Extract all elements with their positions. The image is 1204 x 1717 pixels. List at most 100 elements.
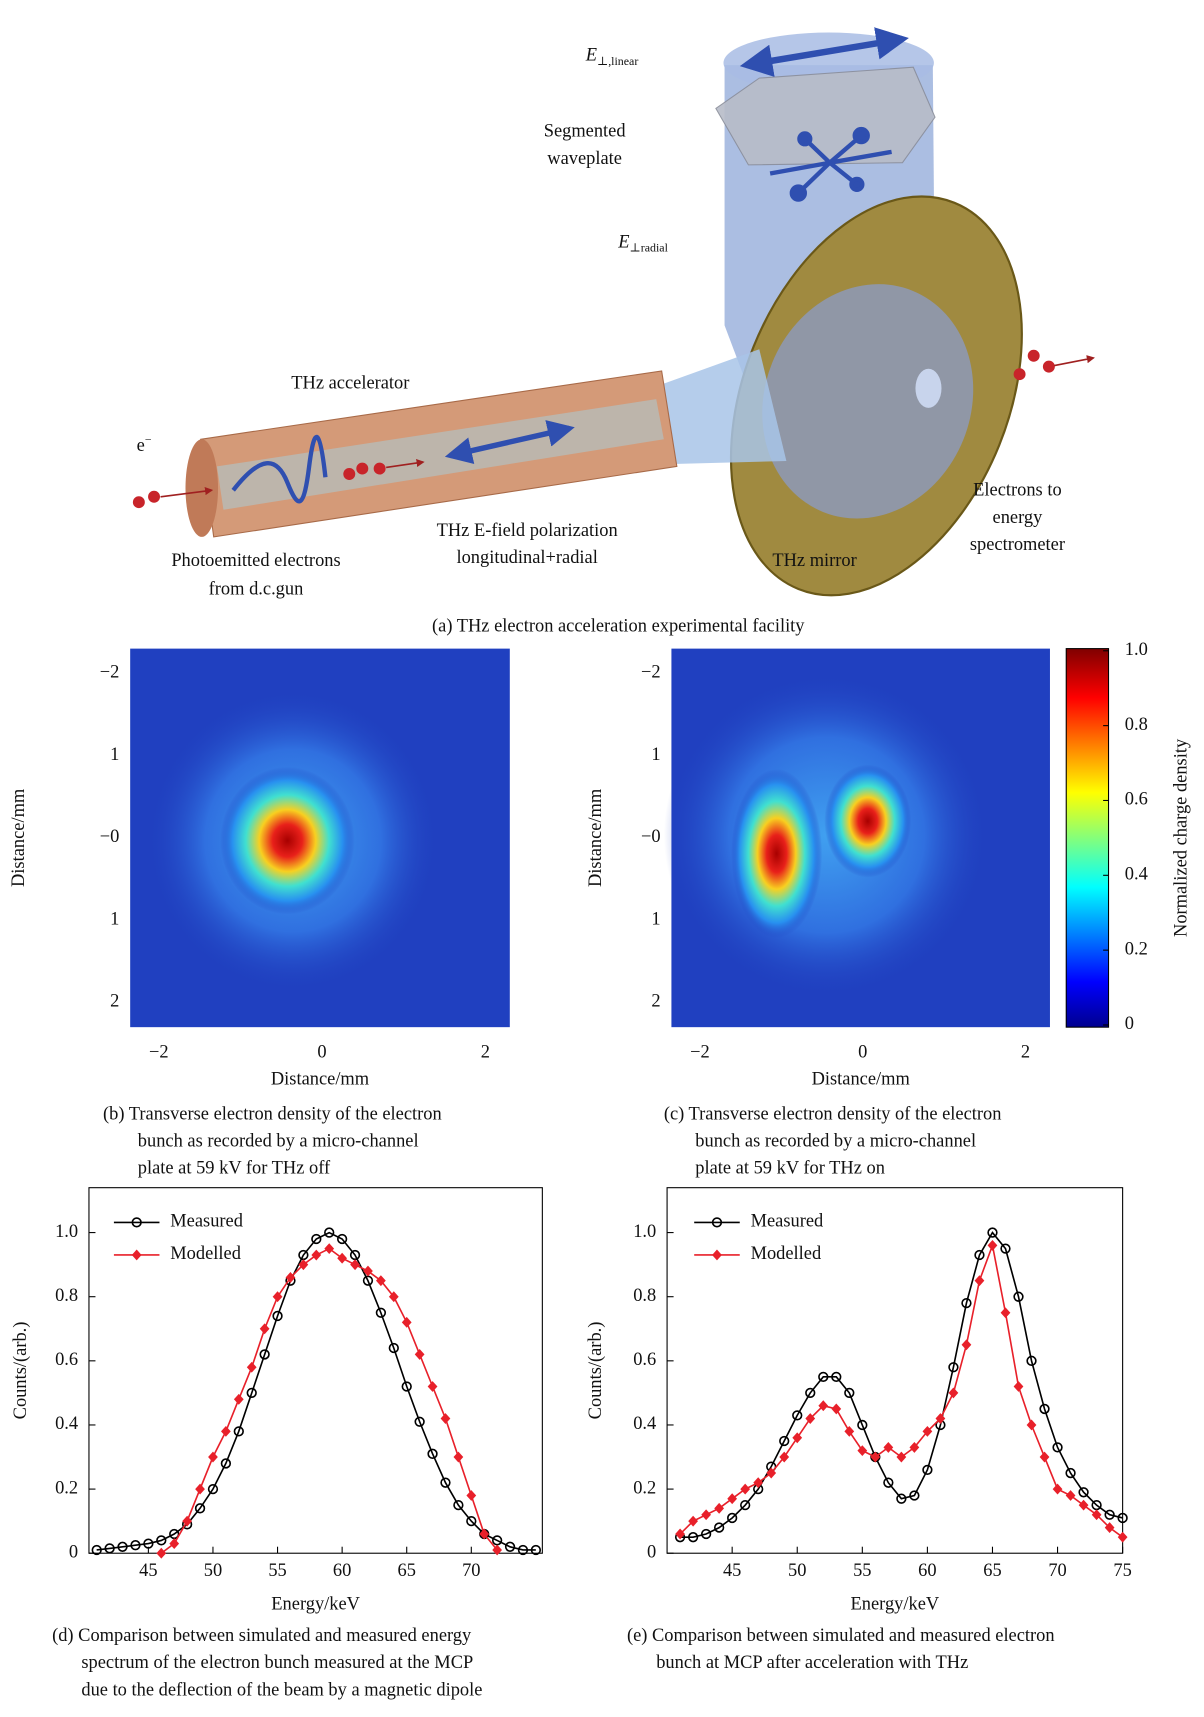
caption: (b) Transverse electron density of the e…: [103, 1103, 442, 1124]
data-point: [701, 1509, 711, 1520]
symbol: E: [585, 45, 597, 65]
series-line: [161, 1249, 497, 1554]
x-tick-label: 50: [204, 1560, 222, 1580]
data-point: [234, 1394, 244, 1405]
x-tick-label: 50: [788, 1560, 806, 1580]
y-axis-label: Counts/(arb.): [585, 1322, 606, 1420]
data-point: [169, 1538, 179, 1549]
x-tick-label: 2: [1021, 1041, 1030, 1061]
data-point: [454, 1452, 464, 1463]
data-point: [247, 1362, 257, 1373]
caption: (a) THz electron acceleration experiment…: [432, 615, 805, 636]
x-tick-label: 45: [139, 1560, 157, 1580]
y-tick-label: 2: [651, 991, 660, 1011]
x-axis-label: Energy/keV: [851, 1594, 940, 1614]
caption: bunch as recorded by a micro-channel: [138, 1130, 419, 1150]
y-tick-label: 0.8: [633, 1285, 656, 1305]
data-point: [428, 1381, 438, 1392]
figure: E⊥,linearE⊥radialSegmentedwaveplateTHz a…: [0, 0, 1204, 1717]
y-tick-label: 0.6: [55, 1349, 78, 1369]
colorbar-label: Normalized charge density: [1171, 738, 1191, 937]
data-point: [1118, 1532, 1128, 1543]
data-point: [1027, 1420, 1037, 1431]
diagram-label: THz accelerator: [291, 372, 409, 392]
y-axis-label: Distance/mm: [585, 788, 605, 887]
caption: (c) Transverse electron density of the e…: [664, 1103, 1002, 1124]
diagram-label: Segmented: [544, 121, 626, 141]
data-point: [1001, 1307, 1011, 1318]
data-point: [883, 1442, 893, 1453]
caption: bunch at MCP after acceleration with THz: [656, 1652, 968, 1672]
data-point: [466, 1490, 476, 1501]
y-tick-label: −0: [100, 826, 120, 846]
diagram-label: THz mirror: [772, 550, 856, 570]
x-tick-label: 65: [983, 1560, 1001, 1580]
colorbar-tick-label: 1.0: [1125, 639, 1148, 659]
y-tick-label: 1: [651, 744, 660, 764]
colorbar-tick-label: 0.4: [1125, 864, 1148, 884]
y-tick-label: 0.4: [633, 1413, 656, 1433]
legend-label: Measured: [170, 1211, 243, 1231]
x-tick-label: 65: [398, 1560, 416, 1580]
caption: due to the deflection of the beam by a m…: [81, 1679, 482, 1699]
y-tick-label: 0.4: [55, 1413, 78, 1433]
colorbar-tick-label: 0.2: [1125, 938, 1148, 958]
data-point: [1053, 1484, 1063, 1495]
data-point: [337, 1253, 347, 1264]
data-point: [221, 1426, 231, 1437]
density-blob: [824, 765, 911, 878]
caption: spectrum of the electron bunch measured …: [81, 1652, 473, 1672]
diagram-label: from d.c.gun: [209, 578, 304, 598]
x-tick-label: 55: [268, 1560, 286, 1580]
data-point: [714, 1503, 724, 1514]
x-tick-label: 75: [1113, 1560, 1131, 1580]
y-axis-label: Distance/mm: [8, 788, 28, 887]
diagram-label: e−: [137, 433, 152, 456]
legend-label: Modelled: [170, 1243, 241, 1263]
data-point: [156, 1548, 166, 1559]
caption: plate at 59 kV for THz off: [138, 1158, 331, 1178]
x-axis-label: Distance/mm: [812, 1069, 911, 1089]
y-axis-label: Counts/(arb.): [10, 1322, 31, 1420]
x-tick-label: 2: [481, 1041, 490, 1061]
data-point: [402, 1317, 412, 1328]
legend-label: Measured: [751, 1211, 824, 1231]
diagram-label: Photoemitted electrons: [171, 550, 340, 570]
chart-panel: −202−21−012Distance/mmDistance/mm(b) Tra…: [8, 649, 510, 1178]
symbol: e: [137, 435, 145, 455]
data-point: [415, 1349, 425, 1360]
subscript: ⊥radial: [630, 241, 669, 255]
data-point: [831, 1404, 841, 1415]
chart-panel: 4550556065707500.20.40.60.81.0Energy/keV…: [585, 1188, 1132, 1672]
y-tick-label: 0.6: [633, 1349, 656, 1369]
data-point: [260, 1323, 270, 1334]
y-tick-label: 1.0: [633, 1221, 656, 1241]
diagram-label: spectrometer: [970, 534, 1065, 554]
series-line: [680, 1245, 1123, 1537]
x-tick-label: 45: [723, 1560, 741, 1580]
y-tick-label: 0.8: [55, 1285, 78, 1305]
chart-panel: 45505560657000.20.40.60.81.0Energy/keVCo…: [10, 1188, 542, 1700]
legend-marker: [712, 1250, 722, 1261]
field-label: E⊥radial: [617, 231, 668, 254]
diagram-label: longitudinal+radial: [456, 547, 597, 567]
x-axis-label: Distance/mm: [271, 1069, 370, 1089]
x-tick-label: −2: [149, 1041, 169, 1061]
data-point: [324, 1243, 334, 1254]
subscript: ⊥,linear: [597, 54, 638, 68]
y-tick-label: 2: [110, 991, 119, 1011]
colorbar: [1066, 649, 1108, 1028]
data-point: [1066, 1490, 1076, 1501]
density-blob: [731, 769, 822, 938]
x-tick-label: 60: [918, 1560, 936, 1580]
y-tick-label: −0: [641, 826, 661, 846]
x-tick-label: 60: [333, 1560, 351, 1580]
data-point: [962, 1339, 972, 1350]
data-point: [949, 1387, 959, 1398]
colorbar-tick-label: 0: [1125, 1013, 1134, 1033]
x-tick-label: 70: [462, 1560, 480, 1580]
data-point: [1014, 1381, 1024, 1392]
diagram-label: THz E-field polarization: [437, 520, 618, 540]
symbol: E: [617, 231, 629, 251]
